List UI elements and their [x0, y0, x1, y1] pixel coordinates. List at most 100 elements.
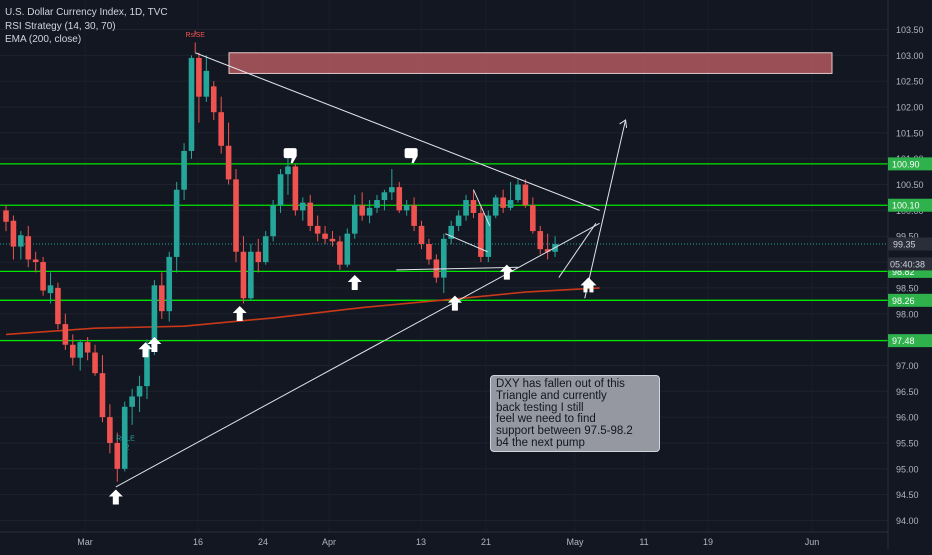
- time-axis[interactable]: Mar 16 24 Apr 13 21 May 11 19 Jun: [0, 531, 888, 547]
- projection-arrow-head: [619, 119, 628, 129]
- house-icon: [580, 277, 597, 293]
- price-tick-label: 103.00: [896, 51, 924, 61]
- chart-legend: U.S. Dollar Currency Index, 1D, TVC RSI …: [5, 6, 168, 47]
- up-arrow-icon: [108, 489, 123, 505]
- candle-body: [307, 202, 314, 226]
- candle-body: [181, 150, 187, 190]
- countdown-tag: [888, 257, 932, 271]
- time-tick-label: 11: [639, 537, 648, 547]
- candle-body: [210, 86, 217, 113]
- candle-body: [351, 205, 358, 234]
- candle-body: [530, 205, 536, 232]
- trendline: [115, 222, 600, 488]
- candle-body: [455, 215, 462, 226]
- candle-body: [92, 352, 98, 374]
- candle-body: [507, 200, 514, 208]
- candle-body: [389, 187, 395, 193]
- candle-body: [144, 344, 150, 387]
- candle-body: [47, 285, 54, 294]
- price-tick-label: 97.00: [896, 361, 919, 371]
- analysis-note[interactable]: DXY has fallen out of this Triangle and …: [490, 375, 660, 452]
- level-tag: [888, 334, 932, 348]
- candle-body: [403, 205, 410, 211]
- candle-body: [270, 205, 276, 237]
- candle-body: [381, 192, 388, 201]
- candle-body: [121, 406, 128, 469]
- note-line: feel we need to find: [496, 413, 596, 426]
- candle-body: [426, 243, 432, 260]
- candle-body: [151, 285, 158, 345]
- price-tick-label: 96.00: [896, 413, 919, 423]
- candle-body: [233, 179, 239, 252]
- price-tick-label: 98.00: [896, 309, 919, 319]
- candle-body: [225, 145, 232, 180]
- time-tick-label: May: [566, 537, 584, 547]
- trendline: [445, 233, 488, 253]
- candle-body: [255, 251, 262, 263]
- candle-body: [300, 202, 306, 211]
- resistance-zone: [228, 52, 833, 74]
- candle-body: [292, 166, 299, 211]
- level-tag: [888, 198, 932, 212]
- up-arrow-icon: [499, 264, 514, 280]
- candle-body: [522, 184, 529, 206]
- time-tick-label: Mar: [77, 537, 93, 547]
- candle-body: [337, 241, 343, 265]
- candle-body: [62, 324, 69, 345]
- trendline: [473, 189, 491, 227]
- candle-body: [136, 386, 143, 397]
- up-arrow-icon: [232, 306, 247, 322]
- candle-body: [359, 205, 365, 216]
- rsi-strategy-legend[interactable]: RSI Strategy (14, 30, 70): [5, 20, 116, 32]
- candle-body: [262, 236, 269, 263]
- candle-body: [544, 249, 551, 252]
- level-tag-label: 100.10: [892, 201, 920, 211]
- rsi-long-count: +2: [121, 444, 129, 451]
- ema-legend[interactable]: EMA (200, close): [5, 34, 82, 45]
- price-tick-label: 95.50: [896, 438, 919, 448]
- level-tag-label: 98.82: [892, 267, 915, 277]
- note-line: b4 the next pump: [496, 436, 585, 449]
- candle-body: [463, 200, 469, 216]
- price-tick-label: 98.50: [896, 283, 919, 293]
- price-tick-label: 102.50: [896, 77, 924, 87]
- candle-body: [107, 417, 113, 443]
- time-tick-label: 19: [703, 537, 713, 547]
- candle-body: [240, 251, 247, 299]
- candle-body: [69, 344, 76, 358]
- time-tick-label: 21: [481, 537, 491, 547]
- candle-body: [470, 200, 477, 213]
- thumbs-down-icon: [283, 148, 297, 164]
- up-arrow-icon: [447, 295, 462, 311]
- candle-body: [314, 225, 321, 234]
- level-tag: [888, 157, 932, 171]
- candle-body: [159, 285, 165, 312]
- candle-body: [277, 174, 284, 206]
- price-tick-label: 103.50: [896, 25, 924, 35]
- candle-body: [218, 112, 224, 146]
- candle-body: [188, 57, 195, 151]
- projection-arrow-line: [584, 119, 627, 299]
- candle-body: [478, 212, 484, 257]
- candle-body: [396, 187, 403, 211]
- note-line: back testing I still: [496, 401, 584, 414]
- candle-body: [25, 236, 32, 260]
- up-arrow-icon: [147, 337, 162, 353]
- candle-body: [440, 238, 447, 278]
- candle-body: [344, 233, 351, 265]
- price-axis[interactable]: 94.0094.5095.0095.5096.0096.5097.0097.50…: [887, 0, 932, 550]
- candle-body: [485, 215, 492, 257]
- candle-body: [129, 396, 135, 407]
- symbol-title[interactable]: U.S. Dollar Currency Index, 1D, TVC: [5, 7, 168, 18]
- candle-body: [40, 262, 46, 291]
- last-price-tag: [888, 237, 932, 251]
- candle-body: [173, 189, 180, 257]
- price-tick-label: 94.00: [896, 516, 919, 526]
- level-tag: [888, 293, 932, 307]
- candle-body: [77, 342, 83, 358]
- candle-body: [32, 259, 39, 263]
